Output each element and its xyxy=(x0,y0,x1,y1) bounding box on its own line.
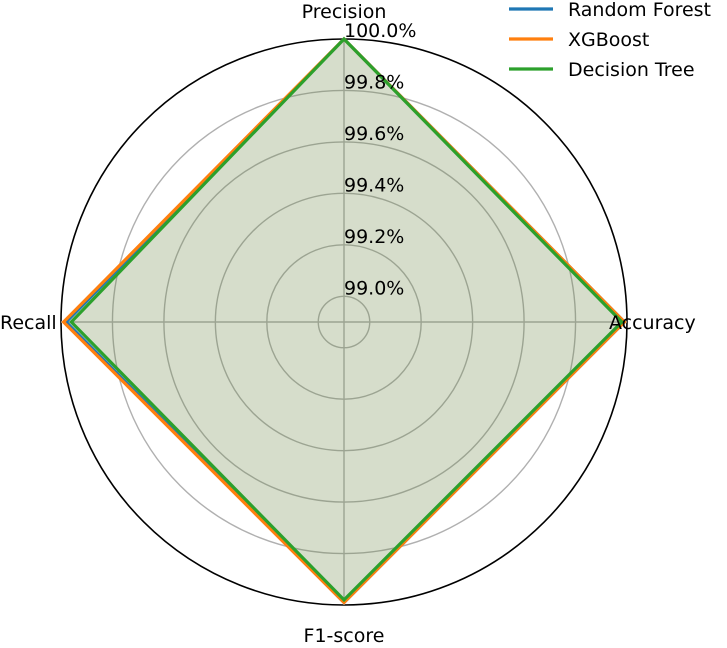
series-layer xyxy=(61,36,627,605)
axis-label-f1-score: F1-score xyxy=(304,625,385,647)
legend-item-random-forest: Random Forest xyxy=(509,0,711,21)
series-line-decision-tree xyxy=(69,36,625,603)
legend-label: XGBoost xyxy=(568,29,649,51)
legend-item-xgboost: XGBoost xyxy=(509,29,649,51)
tick-label-layer: 99.0% 99.2% 99.4% 99.6% 99.8% 100.0% xyxy=(344,20,416,299)
axis-label-precision: Precision xyxy=(302,1,387,23)
axis-label-layer: Precision Recall F1-score Accuracy xyxy=(0,1,696,647)
radial-tick-label: 99.0% xyxy=(344,277,404,299)
legend-label: Decision Tree xyxy=(568,59,695,81)
radial-tick-label: 99.6% xyxy=(344,123,404,145)
axis-label-recall: Recall xyxy=(0,312,57,334)
axis-label-accuracy: Accuracy xyxy=(609,312,696,334)
legend-label: Random Forest xyxy=(568,0,711,21)
radial-tick-label: 99.4% xyxy=(344,174,404,196)
legend: Random Forest XGBoost Decision Tree xyxy=(509,0,711,81)
radial-tick-label: 100.0% xyxy=(344,20,416,42)
radial-tick-label: 99.8% xyxy=(344,71,404,93)
legend-item-decision-tree: Decision Tree xyxy=(509,59,695,81)
grid-layer xyxy=(60,38,628,606)
radial-tick-label: 99.2% xyxy=(344,226,404,248)
